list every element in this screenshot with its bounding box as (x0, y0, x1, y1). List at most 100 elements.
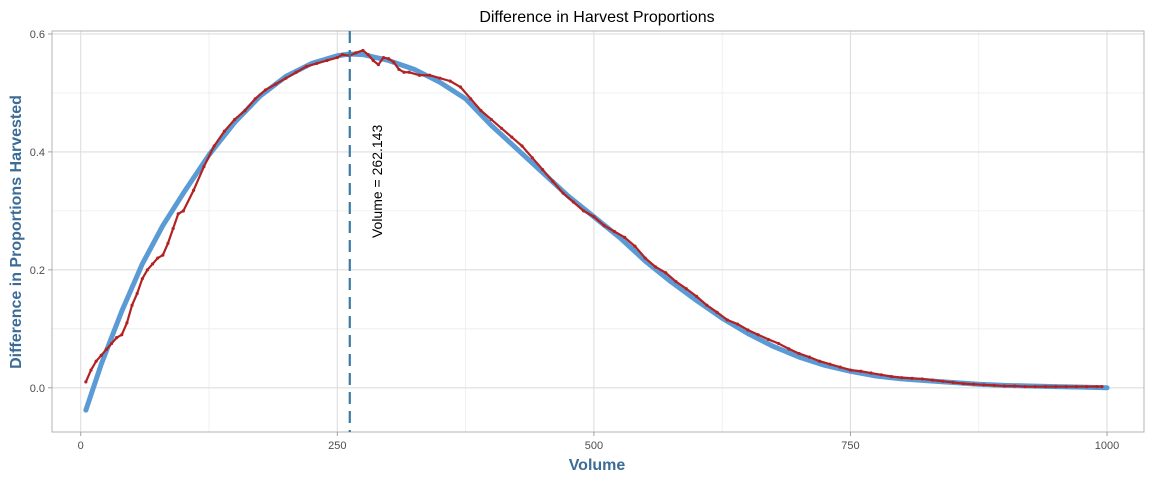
observed-trace (84, 49, 1102, 388)
data-point (243, 109, 247, 113)
data-point (166, 241, 170, 245)
data-point (1013, 384, 1017, 388)
data-point (94, 359, 98, 363)
data-point (392, 60, 396, 64)
data-point (304, 64, 309, 68)
data-point (828, 362, 832, 366)
vline-annotation: Volume = 262.143 (369, 125, 385, 238)
data-point (469, 97, 473, 101)
data-point (499, 126, 504, 130)
data-point (961, 382, 965, 386)
data-point (797, 351, 801, 356)
data-points-layer (84, 48, 1104, 389)
data-point (176, 212, 180, 216)
data-point (140, 277, 144, 281)
data-point (202, 165, 206, 169)
data-point (115, 336, 119, 340)
data-point (212, 144, 216, 148)
data-point (582, 209, 586, 213)
axis-ticks: 0 250 500 750 1000 0.0 0.2 0.4 0.6 (30, 29, 1120, 452)
data-point (705, 303, 709, 307)
data-point (340, 52, 345, 57)
data-point (294, 70, 298, 74)
data-point (1054, 384, 1058, 389)
data-point (397, 67, 401, 71)
data-point (818, 359, 822, 363)
data-point (510, 135, 514, 139)
data-point (1033, 384, 1037, 389)
data-point (910, 376, 914, 380)
data-point (99, 353, 103, 357)
data-point (664, 271, 668, 275)
y-tick-label: 0.0 (30, 383, 45, 395)
data-point (540, 167, 545, 172)
data-point (135, 291, 139, 296)
data-point (715, 310, 719, 314)
data-point (674, 280, 678, 284)
data-point (982, 383, 986, 387)
data-point (807, 355, 812, 359)
data-point (171, 226, 175, 231)
data-point (530, 156, 534, 160)
data-point (387, 57, 391, 61)
data-point (1043, 384, 1048, 389)
data-point (284, 76, 288, 80)
x-axis-title: Volume (569, 457, 626, 474)
data-point (920, 377, 924, 381)
data-point (371, 58, 375, 63)
data-point (838, 365, 842, 369)
data-point (992, 383, 996, 388)
data-point (592, 215, 596, 219)
data-point (694, 294, 699, 298)
data-point (145, 268, 150, 272)
data-point (1064, 384, 1068, 389)
data-point (725, 318, 729, 322)
major-gridlines (52, 31, 1144, 432)
data-point (458, 85, 463, 89)
data-point (1095, 384, 1099, 389)
data-point (889, 374, 894, 379)
data-point (623, 235, 627, 239)
data-point (84, 380, 88, 384)
data-point (150, 262, 155, 266)
data-point (766, 337, 770, 342)
data-point (612, 229, 617, 234)
data-point (120, 333, 124, 337)
data-point (233, 117, 237, 122)
data-point (125, 321, 129, 325)
x-tick-label: 750 (841, 440, 859, 452)
data-point (777, 341, 781, 346)
data-point (1074, 384, 1078, 389)
data-point (376, 63, 380, 67)
data-point (633, 244, 637, 248)
data-point (263, 88, 268, 92)
data-point (438, 76, 442, 80)
data-point (520, 144, 524, 148)
data-point (407, 70, 411, 74)
data-point (417, 73, 422, 77)
data-point (972, 382, 976, 386)
data-point (1100, 384, 1104, 389)
smooth-curve-layer (83, 51, 1110, 413)
data-point (479, 109, 483, 113)
data-point (130, 303, 134, 307)
data-point (274, 82, 278, 86)
data-point (156, 256, 160, 260)
data-point (366, 52, 370, 57)
y-tick-label: 0.6 (30, 29, 45, 41)
data-point (354, 51, 358, 55)
data-point (1084, 384, 1089, 389)
data-point (930, 378, 935, 382)
data-point (181, 209, 185, 213)
data-point (161, 253, 165, 257)
data-point (335, 55, 339, 60)
data-point (448, 79, 452, 83)
data-point (869, 371, 873, 375)
data-point (684, 287, 688, 291)
data-point (551, 179, 555, 183)
data-point (109, 341, 114, 346)
data-point (787, 347, 791, 351)
data-point (571, 200, 575, 204)
